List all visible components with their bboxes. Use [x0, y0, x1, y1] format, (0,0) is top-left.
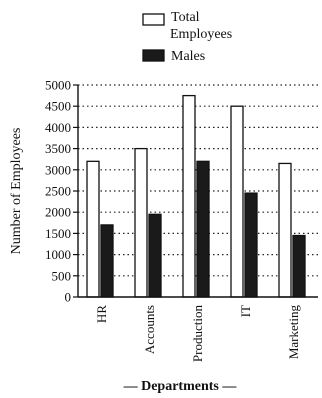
bar-males-hr	[100, 224, 114, 298]
x-category-labels: HR Accounts Production IT Marketing	[94, 305, 301, 363]
x-tick-label: Marketing	[286, 305, 301, 360]
y-tick-label: 3000	[45, 162, 71, 177]
x-tick-label: Production	[190, 305, 205, 363]
y-tick-label: 500	[52, 268, 72, 283]
bar-males-it	[244, 192, 258, 298]
gridlines	[73, 84, 318, 298]
x-tick-label: IT	[238, 305, 253, 317]
legend-label-total: Total	[171, 10, 200, 25]
bar-males-accounts	[148, 213, 162, 298]
y-tick-label: 2500	[45, 184, 71, 199]
x-axis-title: — Departments —	[123, 379, 238, 394]
y-tick-label: 4500	[45, 99, 71, 114]
legend: Total Employees Males	[142, 10, 232, 64]
bar-total-marketing	[278, 162, 292, 298]
y-axis-title: Number of Employees	[9, 128, 24, 255]
legend-label-total: Employees	[170, 27, 232, 42]
x-tick-label: Accounts	[142, 305, 157, 354]
bar-total-hr	[86, 160, 100, 298]
x-tick-label: HR	[94, 305, 109, 323]
y-tick-label: 3500	[45, 141, 71, 156]
legend-swatch-males	[142, 49, 165, 62]
bar-total-accounts	[134, 147, 148, 298]
bar-total-production	[182, 94, 196, 298]
y-tick-label: 1500	[45, 226, 71, 241]
y-tick-label: 0	[65, 290, 72, 305]
y-tick-label: 5000	[45, 78, 71, 93]
y-tick-labels: 0 500 1000 1500 2000 2500 3000 3500 4000 4500 5000	[45, 78, 71, 305]
legend-swatch-total	[142, 13, 165, 26]
y-tick-label: 4000	[45, 120, 71, 135]
bar-total-it	[230, 105, 244, 298]
bar-males-marketing	[292, 234, 306, 298]
bars	[86, 94, 306, 298]
y-tick-label: 2000	[45, 205, 71, 220]
legend-label-males: Males	[171, 49, 205, 64]
y-tick-label: 1000	[45, 247, 71, 262]
axes	[77, 85, 318, 298]
bar-males-production	[196, 160, 210, 298]
